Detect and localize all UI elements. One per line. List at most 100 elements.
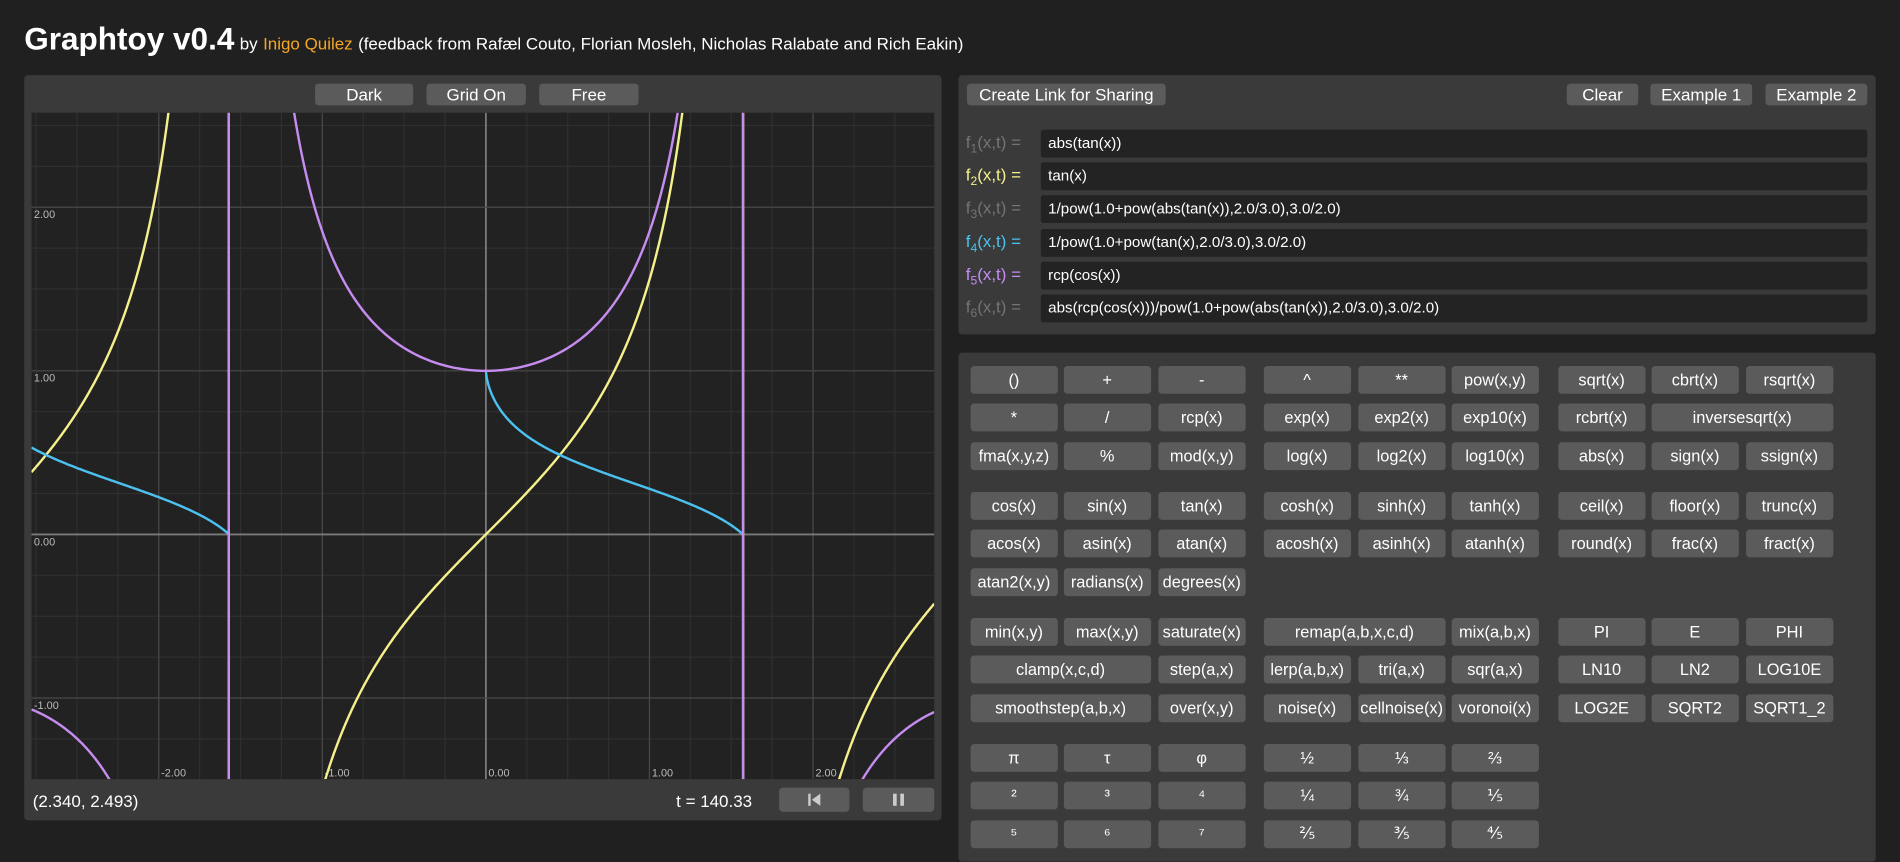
keypad-button[interactable]: (): [970, 365, 1058, 394]
keypad-button[interactable]: rcbrt(x): [1558, 403, 1645, 432]
example-button[interactable]: Example 2: [1765, 83, 1868, 106]
formula-label[interactable]: f3(x,t) =: [966, 198, 1021, 222]
keypad-button[interactable]: ¾: [1358, 781, 1445, 810]
formula-input[interactable]: rcp(cos(x)): [1040, 261, 1868, 290]
keypad-button[interactable]: sinh(x): [1358, 491, 1445, 520]
keypad-button[interactable]: sqrt(x): [1558, 365, 1645, 394]
keypad-button[interactable]: ⁴: [1158, 781, 1246, 810]
keypad-button[interactable]: step(a,x): [1158, 655, 1246, 684]
keypad-button[interactable]: SQRT2: [1651, 693, 1739, 722]
keypad-button[interactable]: tri(a,x): [1358, 655, 1445, 684]
keypad-button[interactable]: LOG10E: [1746, 655, 1833, 684]
keypad-button[interactable]: PHI: [1746, 617, 1833, 646]
formula-label[interactable]: f4(x,t) =: [966, 231, 1021, 255]
keypad-button[interactable]: smoothstep(a,b,x): [970, 693, 1151, 722]
keypad-button[interactable]: fract(x): [1746, 529, 1833, 558]
keypad-button[interactable]: noise(x): [1263, 693, 1351, 722]
keypad-button[interactable]: sin(x): [1063, 491, 1151, 520]
keypad-button[interactable]: ⅖: [1263, 819, 1351, 848]
keypad-button[interactable]: trunc(x): [1746, 491, 1833, 520]
formula-label[interactable]: f5(x,t) =: [966, 264, 1021, 288]
keypad-button[interactable]: acos(x): [970, 529, 1058, 558]
keypad-button[interactable]: sqr(a,x): [1451, 655, 1539, 684]
theme-button[interactable]: Dark: [315, 83, 414, 106]
formula-label[interactable]: f2(x,t) =: [966, 165, 1021, 189]
keypad-button[interactable]: exp2(x): [1358, 403, 1445, 432]
keypad-button[interactable]: cosh(x): [1263, 491, 1351, 520]
keypad-button[interactable]: ²: [970, 781, 1058, 810]
keypad-button[interactable]: remap(a,b,x,c,d): [1263, 617, 1445, 646]
keypad-button[interactable]: *: [970, 403, 1058, 432]
keypad-button[interactable]: atanh(x): [1451, 529, 1539, 558]
plot[interactable]: -2.00 -1.00 0.00 1.00 2.00 -1.00 0.00 1.00 2.00: [31, 112, 935, 780]
keypad-button[interactable]: acosh(x): [1263, 529, 1351, 558]
keypad-button[interactable]: **: [1358, 365, 1445, 394]
keypad-button[interactable]: exp(x): [1263, 403, 1351, 432]
formula-input[interactable]: abs(tan(x)): [1040, 129, 1868, 158]
keypad-button[interactable]: %: [1063, 441, 1151, 470]
keypad-button[interactable]: saturate(x): [1158, 617, 1246, 646]
formula-input[interactable]: 1/pow(1.0+pow(abs(tan(x)),2.0/3.0),3.0/2…: [1040, 195, 1868, 224]
keypad-button[interactable]: tanh(x): [1451, 491, 1539, 520]
keypad-button[interactable]: clamp(x,c,d): [970, 655, 1151, 684]
formula-input[interactable]: abs(rcp(cos(x)))/pow(1.0+pow(abs(tan(x))…: [1040, 294, 1868, 323]
keypad-button[interactable]: φ: [1158, 744, 1246, 772]
keypad-button[interactable]: atan2(x,y): [970, 567, 1058, 596]
keypad-button[interactable]: cos(x): [970, 491, 1058, 520]
keypad-button[interactable]: ⅘: [1451, 819, 1539, 848]
keypad-button[interactable]: asin(x): [1063, 529, 1151, 558]
keypad-button[interactable]: voronoi(x): [1451, 693, 1539, 722]
keypad-button[interactable]: ⁶: [1063, 819, 1151, 848]
keypad-button[interactable]: radians(x): [1063, 567, 1151, 596]
clear-button[interactable]: Clear: [1566, 83, 1639, 106]
keypad-button[interactable]: rcp(x): [1158, 403, 1246, 432]
keypad-button[interactable]: SQRT1_2: [1746, 693, 1833, 722]
keypad-button[interactable]: exp10(x): [1451, 403, 1539, 432]
keypad-button[interactable]: ceil(x): [1558, 491, 1645, 520]
formula-input[interactable]: tan(x): [1040, 162, 1868, 191]
keypad-button[interactable]: ^: [1263, 365, 1351, 394]
keypad-button[interactable]: rsqrt(x): [1746, 365, 1833, 394]
formula-label[interactable]: f1(x,t) =: [966, 132, 1021, 156]
keypad-button[interactable]: -: [1158, 365, 1246, 394]
keypad-button[interactable]: frac(x): [1651, 529, 1739, 558]
rewind-button[interactable]: [779, 787, 850, 812]
keypad-button[interactable]: mix(a,b,x): [1451, 617, 1539, 646]
keypad-button[interactable]: cbrt(x): [1651, 365, 1739, 394]
keypad-button[interactable]: log10(x): [1451, 441, 1539, 470]
keypad-button[interactable]: degrees(x): [1158, 567, 1246, 596]
formula-label[interactable]: f6(x,t) =: [966, 297, 1021, 321]
formula-input[interactable]: 1/pow(1.0+pow(tan(x),2.0/3.0),3.0/2.0): [1040, 228, 1868, 257]
keypad-button[interactable]: abs(x): [1558, 441, 1645, 470]
keypad-button[interactable]: log(x): [1263, 441, 1351, 470]
keypad-button[interactable]: LOG2E: [1558, 693, 1645, 722]
keypad-button[interactable]: E: [1651, 617, 1739, 646]
pause-button[interactable]: [862, 787, 935, 812]
keypad-button[interactable]: atan(x): [1158, 529, 1246, 558]
keypad-button[interactable]: ⅗: [1358, 819, 1445, 848]
keypad-button[interactable]: pow(x,y): [1451, 365, 1539, 394]
keypad-button[interactable]: PI: [1558, 617, 1645, 646]
keypad-button[interactable]: round(x): [1558, 529, 1645, 558]
example-button[interactable]: Example 1: [1650, 83, 1753, 106]
keypad-button[interactable]: tan(x): [1158, 491, 1246, 520]
keypad-button[interactable]: inversesqrt(x): [1651, 403, 1833, 432]
keypad-button[interactable]: floor(x): [1651, 491, 1739, 520]
keypad-button[interactable]: ssign(x): [1746, 441, 1833, 470]
keypad-button[interactable]: max(x,y): [1063, 617, 1151, 646]
keypad-button[interactable]: ⁵: [970, 819, 1058, 848]
keypad-button[interactable]: min(x,y): [970, 617, 1058, 646]
keypad-button[interactable]: over(x,y): [1158, 693, 1246, 722]
keypad-button[interactable]: ³: [1063, 781, 1151, 810]
keypad-button[interactable]: lerp(a,b,x): [1263, 655, 1351, 684]
mode-button[interactable]: Free: [539, 83, 639, 106]
keypad-button[interactable]: ¼: [1263, 781, 1351, 810]
grid-button[interactable]: Grid On: [426, 83, 526, 106]
keypad-button[interactable]: +: [1063, 365, 1151, 394]
keypad-button[interactable]: LN10: [1558, 655, 1645, 684]
keypad-button[interactable]: sign(x): [1651, 441, 1739, 470]
keypad-button[interactable]: fma(x,y,z): [970, 441, 1058, 470]
share-button[interactable]: Create Link for Sharing: [966, 83, 1166, 106]
keypad-button[interactable]: LN2: [1651, 655, 1739, 684]
keypad-button[interactable]: log2(x): [1358, 441, 1445, 470]
